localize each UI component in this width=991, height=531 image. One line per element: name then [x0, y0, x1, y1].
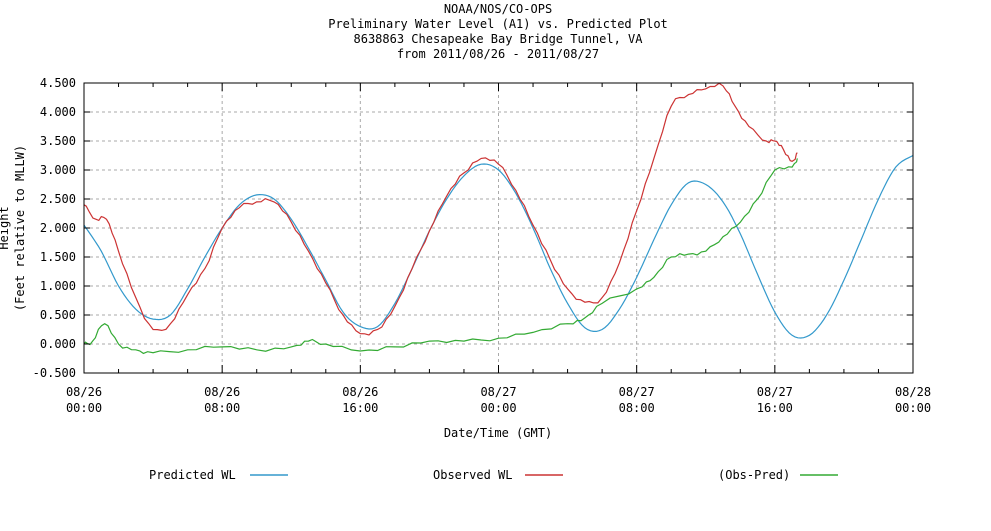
y-tick-label: 4.000 [40, 105, 76, 119]
title-line: from 2011/08/26 - 2011/08/27 [397, 47, 599, 61]
x-axis: 08/26 00:00 08/26 08:00 08/26 16:00 08/27 00:00… [66, 83, 931, 415]
x-tick-time: 16:00 [757, 401, 793, 415]
series-lines [83, 82, 914, 355]
y-tick-label: 1.500 [40, 250, 76, 264]
grid [84, 83, 913, 373]
title-line: NOAA/NOS/CO-OPS [444, 2, 552, 16]
x-tick-time: 16:00 [342, 401, 378, 415]
x-tick-date: 08/26 [342, 385, 378, 399]
x-tick-time: 00:00 [66, 401, 102, 415]
y-tick-label: 0.000 [40, 337, 76, 351]
legend-label: Predicted WL [149, 468, 236, 482]
x-tick-date: 08/27 [757, 385, 793, 399]
y-axis-label: Height (Feet relative to MLLW) [0, 145, 27, 311]
legend-label: (Obs-Pred) [718, 468, 790, 482]
y-tick-label: 4.500 [40, 76, 76, 90]
x-tick-time: 00:00 [480, 401, 516, 415]
x-tick-time: 08:00 [204, 401, 240, 415]
y-axis: -0.500 0.000 0.500 1.000 1.500 2.000 2.500 3.00… [33, 76, 913, 380]
title-line: 8638863 Chesapeake Bay Bridge Tunnel, VA [354, 32, 644, 46]
y-tick-label: 3.000 [40, 163, 76, 177]
legend-label: Observed WL [433, 468, 512, 482]
x-tick-date: 08/26 [204, 385, 240, 399]
series-obs-pred [83, 158, 798, 355]
series-observed-wl [83, 82, 798, 336]
x-tick-time: 08:00 [619, 401, 655, 415]
y-tick-label: -0.500 [33, 366, 76, 380]
x-axis-label: Date/Time (GMT) [444, 426, 552, 440]
y-tick-label: 0.500 [40, 308, 76, 322]
x-tick-date: 08/26 [66, 385, 102, 399]
title-line: Preliminary Water Level (A1) vs. Predict… [328, 17, 668, 31]
y-tick-label: 2.000 [40, 221, 76, 235]
y-label-line: (Feet relative to MLLW) [13, 145, 27, 311]
x-tick-date: 08/28 [895, 385, 931, 399]
legend: Predicted WL Observed WL (Obs-Pred) [149, 468, 838, 482]
y-tick-label: 1.000 [40, 279, 76, 293]
x-tick-time: 00:00 [895, 401, 931, 415]
y-label-line: Height [0, 206, 11, 249]
y-tick-label: 2.500 [40, 192, 76, 206]
series-line [83, 158, 798, 355]
x-tick-date: 08/27 [480, 385, 516, 399]
y-tick-label: 3.500 [40, 134, 76, 148]
series-line [83, 82, 798, 336]
x-tick-date: 08/27 [619, 385, 655, 399]
